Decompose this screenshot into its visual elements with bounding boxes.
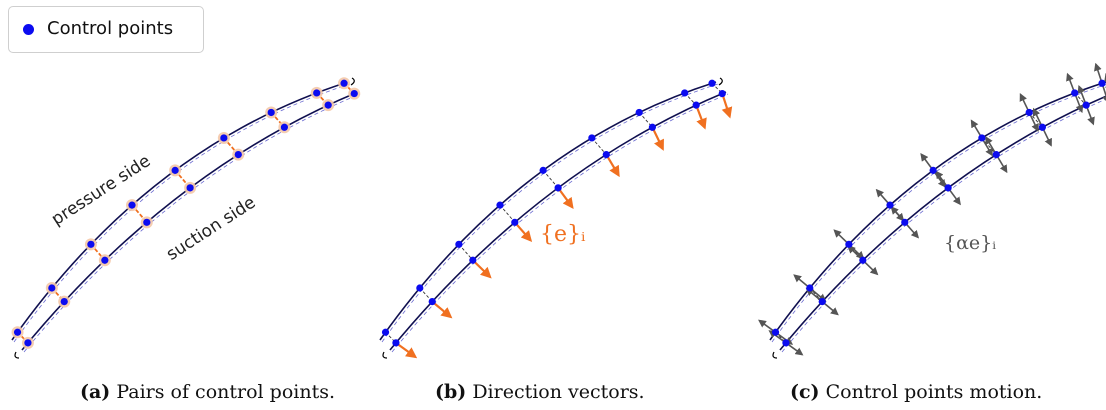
control-point xyxy=(268,109,275,116)
control-point xyxy=(603,151,610,158)
caption-c-tag: (c) xyxy=(790,381,820,403)
control-point xyxy=(708,80,715,87)
control-point xyxy=(859,257,866,264)
control-point xyxy=(187,184,194,191)
caption-b-text: Direction vectors. xyxy=(472,381,644,403)
suction-side-dashed-curve xyxy=(782,94,1106,352)
control-point xyxy=(886,202,893,209)
control-point xyxy=(772,329,779,336)
control-point xyxy=(693,102,700,109)
legend: Control points xyxy=(8,6,204,53)
control-point xyxy=(930,167,937,174)
direction-vector-arrow xyxy=(396,343,415,357)
control-point xyxy=(806,284,813,291)
legend-label: Control points xyxy=(47,18,173,39)
control-point xyxy=(681,89,688,96)
control-point xyxy=(636,109,643,116)
control-point xyxy=(1083,102,1090,109)
control-point xyxy=(143,219,150,226)
control-point xyxy=(845,241,852,248)
caption-a: (a) Pairs of control points. xyxy=(80,381,335,403)
direction-vector-arrow xyxy=(515,222,531,240)
control-point xyxy=(340,80,347,87)
control-point xyxy=(469,257,476,264)
control-point xyxy=(945,184,952,191)
control-point xyxy=(993,151,1000,158)
control-point xyxy=(782,339,789,346)
control-point xyxy=(978,134,985,141)
leading-edge-hook xyxy=(383,352,387,358)
control-point xyxy=(1071,89,1078,96)
control-point xyxy=(87,241,94,248)
control-point xyxy=(313,89,320,96)
panel-c-control-motion xyxy=(759,64,1106,358)
trailing-edge-hook xyxy=(351,78,354,85)
control-point xyxy=(1098,80,1105,87)
control-point xyxy=(429,298,436,305)
direction-vector-arrow xyxy=(722,94,729,117)
caption-a-tag: (a) xyxy=(80,381,110,403)
trailing-edge-hook xyxy=(719,78,722,85)
control-point-marker-icon xyxy=(23,24,34,35)
control-point xyxy=(455,241,462,248)
control-point xyxy=(172,167,179,174)
control-point xyxy=(101,257,108,264)
control-point xyxy=(281,124,288,131)
panel-b-direction-vectors xyxy=(380,78,730,358)
motion-vector-label: {αe}ᵢ xyxy=(944,232,996,254)
control-point xyxy=(1026,109,1033,116)
control-point xyxy=(719,90,726,97)
direction-vector-label: {e}ᵢ xyxy=(540,222,585,247)
control-point xyxy=(496,202,503,209)
suction-side-curve xyxy=(780,92,1106,350)
control-point xyxy=(649,124,656,131)
control-point xyxy=(555,184,562,191)
control-point xyxy=(819,298,826,305)
control-point xyxy=(61,298,68,305)
control-point xyxy=(901,219,908,226)
suction-side-curve xyxy=(390,92,726,350)
control-point xyxy=(511,219,518,226)
control-point xyxy=(128,202,135,209)
suction-side-dashed-curve xyxy=(24,94,360,352)
control-point xyxy=(48,284,55,291)
control-point xyxy=(540,167,547,174)
leading-edge-hook xyxy=(15,352,19,358)
control-point xyxy=(351,90,358,97)
leading-edge-hook xyxy=(773,352,777,358)
control-point xyxy=(392,339,399,346)
control-point xyxy=(325,102,332,109)
control-point xyxy=(235,151,242,158)
control-point xyxy=(24,339,31,346)
control-point xyxy=(382,329,389,336)
caption-a-text: Pairs of control points. xyxy=(116,381,335,403)
control-point xyxy=(1039,124,1046,131)
caption-b: (b) Direction vectors. xyxy=(435,381,645,403)
control-point xyxy=(416,284,423,291)
caption-b-tag: (b) xyxy=(435,381,466,403)
direction-vector-arrow xyxy=(473,260,490,277)
control-point xyxy=(220,134,227,141)
caption-c-text: Control points motion. xyxy=(826,381,1043,403)
control-point xyxy=(14,329,21,336)
control-point xyxy=(588,134,595,141)
caption-c: (c) Control points motion. xyxy=(790,381,1042,403)
